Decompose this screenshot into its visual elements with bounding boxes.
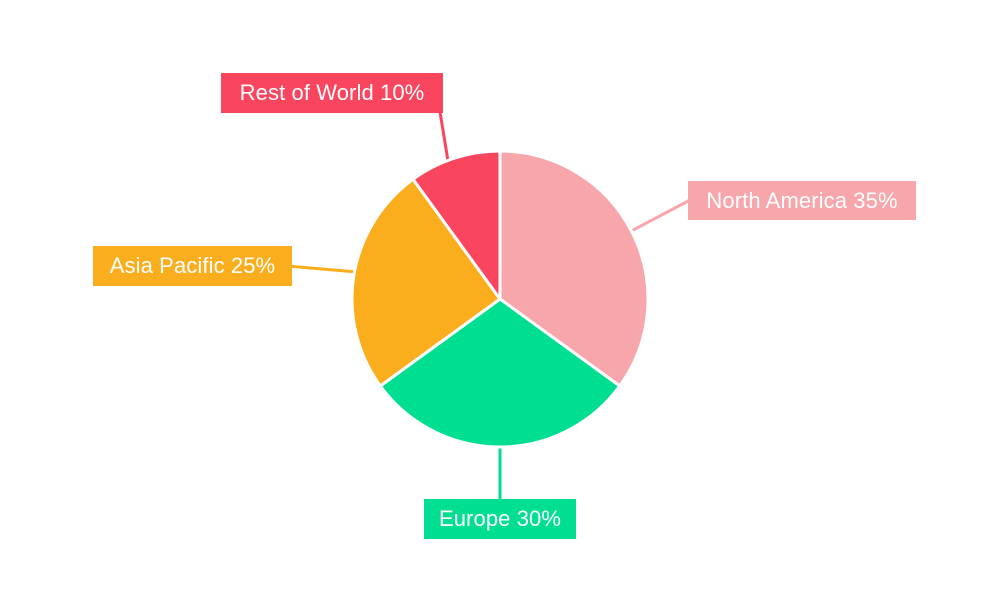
pie-label-asia-pacific-text: Asia Pacific 25% bbox=[109, 253, 276, 278]
pie-label-north-america-text: North America 35% bbox=[706, 187, 898, 213]
pie-slice-europe[interactable] bbox=[378, 297, 622, 449]
pie-label-rest-of-world[interactable]: Rest of World 10% bbox=[221, 73, 443, 113]
pie-label-north-america[interactable]: North America 35% bbox=[688, 181, 916, 220]
pie-label-rest-of-world-text: Rest of World 10% bbox=[239, 80, 425, 105]
pie-slice-north-america[interactable] bbox=[498, 149, 650, 388]
pie-label-europe-text: Europe 30% bbox=[438, 506, 562, 531]
leader-line-rest-of-world bbox=[438, 111, 451, 168]
pie-label-europe[interactable]: Europe 30% bbox=[424, 499, 576, 539]
leader-line-asia-pacific bbox=[286, 264, 358, 274]
pie-slice-asia-pacific[interactable] bbox=[350, 177, 502, 388]
pie-slice-rest-of-world[interactable] bbox=[411, 149, 502, 301]
pie-label-asia-pacific[interactable]: Asia Pacific 25% bbox=[93, 246, 292, 286]
